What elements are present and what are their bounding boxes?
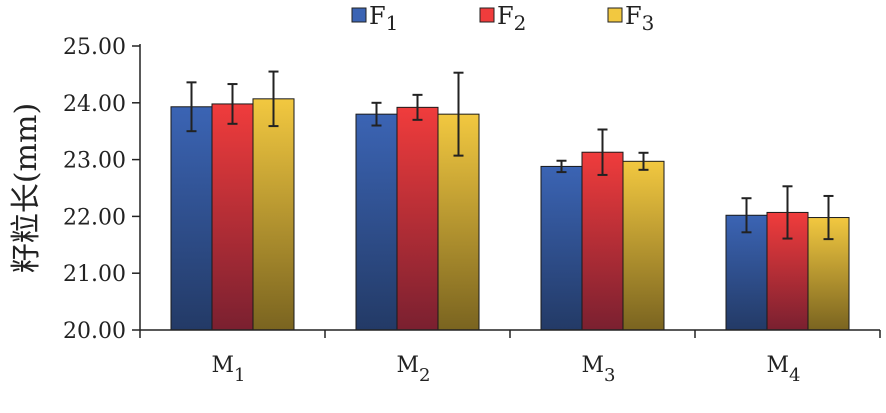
legend-label: F1: [369, 2, 398, 35]
bar-f1-m2: [355, 113, 398, 331]
error-bar: [823, 194, 834, 241]
error-bar: [412, 93, 423, 121]
error-bar: [186, 81, 197, 133]
y-axis: 20.00 21.00 22.00 23.00 24.00 25.00: [63, 35, 140, 344]
error-bar: [268, 70, 279, 128]
error-bar: [741, 197, 752, 234]
y-tick-label: 23.00: [63, 149, 126, 174]
error-bar: [597, 128, 608, 176]
bar-f1-m3: [540, 165, 583, 331]
error-bar: [453, 71, 464, 157]
bar-f1-m4: [725, 214, 768, 331]
legend-item: F1: [351, 2, 398, 35]
bar-f2-m3: [581, 151, 624, 331]
legend-swatch: [351, 7, 367, 23]
x-tick-label: M4: [767, 353, 801, 386]
y-tick-label: 22.00: [63, 205, 126, 230]
y-tick-label: 25.00: [63, 35, 126, 60]
y-tick-label: 21.00: [63, 262, 126, 287]
legend-item: F3: [607, 2, 654, 35]
bar-f2-m2: [396, 106, 439, 331]
bar-f3-m1: [252, 98, 295, 331]
y-axis-label: 籽粒长(mm): [9, 103, 44, 273]
legend-item: F2: [479, 2, 526, 35]
legend-label: F3: [625, 2, 654, 35]
bar-f3-m3: [622, 160, 665, 331]
bar-f1-m1: [170, 106, 213, 331]
error-bars: [186, 70, 834, 241]
x-axis: M1 M2 M3 M4: [212, 353, 801, 386]
legend-swatch: [479, 7, 495, 23]
bar-f2-m1: [211, 103, 254, 331]
axes: [139, 44, 881, 338]
error-bar: [782, 185, 793, 240]
legend: F1 F2 F3: [351, 2, 654, 35]
legend-swatch: [607, 7, 623, 23]
y-tick-label: 24.00: [63, 92, 126, 117]
error-bar: [556, 159, 567, 174]
error-bar: [227, 83, 238, 125]
y-tick-label: 20.00: [63, 319, 126, 344]
x-tick-label: M3: [582, 353, 616, 386]
legend-label: F2: [497, 2, 526, 35]
x-tick-label: M1: [212, 353, 246, 386]
error-bar: [371, 101, 382, 127]
x-tick-label: M2: [397, 353, 431, 386]
error-bar: [638, 151, 649, 171]
